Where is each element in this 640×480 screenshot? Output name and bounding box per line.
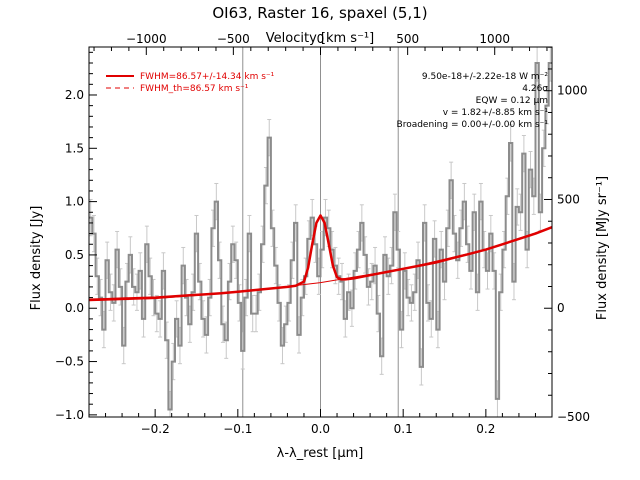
annotation-eqw: EQW = 0.12 μm [476,96,548,106]
legend-label-fit: FWHM=86.57+/-14.34 km s⁻¹ [140,72,275,82]
gaussian-fit-line [88,214,553,301]
fit-layer [88,214,553,302]
y-tick-label: 1.0 [65,195,84,209]
right-tick-label: 500 [557,192,580,206]
y-tick-label: 2.0 [65,88,84,102]
y-tick-label: −0.5 [55,355,84,369]
x-tick-label: −0.1 [223,422,252,436]
x-tick-label: 0.2 [476,422,495,436]
annotation-velocity: v = 1.82+/-8.85 km s⁻¹ [443,108,549,118]
spectrum-line [89,62,552,411]
y-tick-label: 1.5 [65,141,84,155]
top-tick-label: −500 [217,32,250,46]
top-tick-label: 0 [317,32,325,46]
top-axis-title: Velocity [km s⁻¹] [266,31,374,46]
chart-title: OI63, Raster 16, spaxel (5,1) [212,4,427,22]
annotation-broadening: Broadening = 0.00+/-0.00 km s⁻¹ [397,120,549,130]
x-axis-title: λ-λ_rest [μm] [277,446,364,461]
annotation-line-flux: 9.50e-18+/-2.22e-18 W m⁻² [422,72,549,82]
right-tick-label: −500 [557,410,590,424]
y-tick-label: 0.5 [65,248,84,262]
x-tick-label: −0.2 [141,422,170,436]
legend: FWHM=86.57+/-14.34 km s⁻¹ FWHM_th=86.57 … [106,72,275,94]
x-tick-label: 0.0 [311,422,330,436]
fit-annotations: 9.50e-18+/-2.22e-18 W m⁻² 4.26σ EQW = 0.… [397,72,549,130]
top-tick-label: 1000 [479,32,510,46]
y-tick-label: −1.0 [55,408,84,422]
spectrum-layer [88,46,553,418]
top-tick-label: −1000 [126,32,167,46]
y-tick-label: 0.0 [65,301,84,315]
right-axis-title: Flux density [MJy sr⁻¹] [595,176,610,320]
legend-label-theoretical: FWHM_th=86.57 km s⁻¹ [140,84,249,94]
tick-layer: −0.2 −0.1 0.0 0.1 0.2 −1000 −500 0 500 1000 −1.0 −0… [55,32,590,436]
y-axis-title: Flux density [Jy] [29,206,44,311]
x-tick-label: 0.1 [394,422,413,436]
top-tick-label: 500 [396,32,419,46]
right-tick-label: 0 [557,301,565,315]
right-tick-label: 1000 [557,84,588,98]
annotation-significance: 4.26σ [522,84,548,94]
